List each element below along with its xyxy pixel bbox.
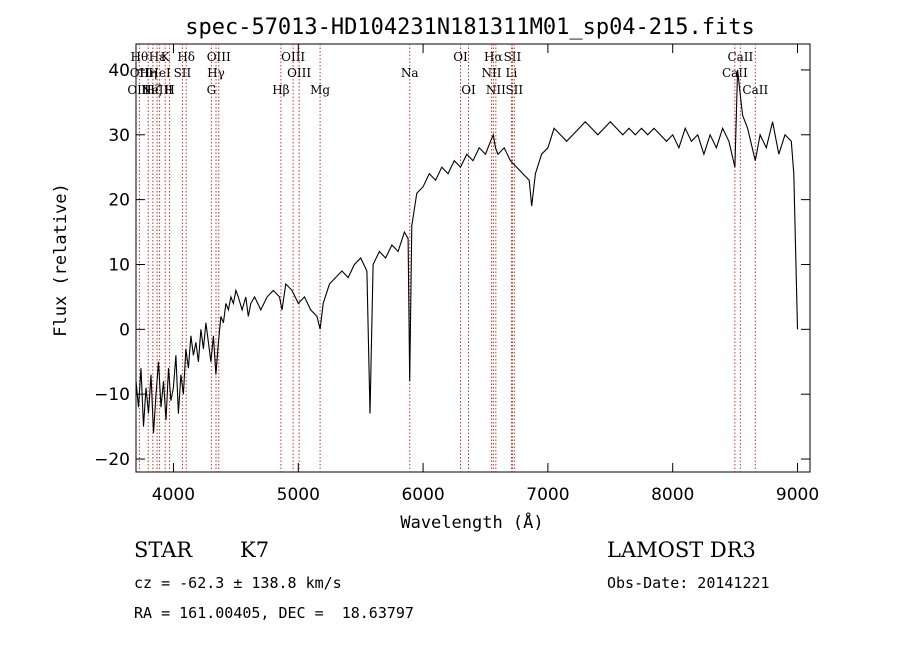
line-label-22-mid: Li: [506, 66, 518, 80]
line-label-15-bot: Mg: [310, 83, 330, 97]
line-label-25-mid: CaII: [722, 66, 748, 80]
x-axis-ticks: 4000 5000 6000 7000 8000 9000: [152, 44, 819, 505]
redshift-velocity: cz = -62.3 ± 138.8 km/s: [134, 574, 342, 592]
x-axis-label: Wavelength (Å): [400, 511, 543, 533]
y-axis-ticks: −20 −10 0 10 20 30 40: [94, 61, 810, 470]
line-label-24-bot: SII: [505, 83, 523, 97]
x-tick-label-1: 5000: [277, 485, 320, 505]
coordinates: RA = 161.00405, DEC = 18.63797: [134, 604, 414, 622]
line-label-10-mid: Hγ: [207, 66, 225, 80]
x-tick-label-5: 9000: [776, 485, 819, 505]
line-label-0-top: Hθ: [131, 50, 149, 64]
y-tick-label-4: 20: [108, 191, 130, 211]
x-tick-label-2: 6000: [401, 485, 444, 505]
x-tick-label-3: 7000: [526, 485, 569, 505]
y-tick-label-5: 30: [108, 126, 130, 146]
line-label-9-bot: G: [207, 83, 217, 97]
observation-date: Obs-Date: 20141221: [607, 574, 770, 592]
line-label-18-bot: OI: [461, 83, 476, 97]
line-label-26-top: CaII: [727, 50, 753, 64]
y-tick-label-2: 0: [119, 320, 130, 340]
line-label-0-bot: OIII: [127, 83, 151, 97]
line-label-3-top: Hε: [149, 50, 166, 64]
line-label-8-top: Hδ: [177, 50, 195, 64]
chart-title: spec-57013-HD104231N181311M01_sp04-215.f…: [185, 15, 755, 40]
star-label: STAR: [134, 538, 193, 562]
spectrum-series: [135, 69, 799, 434]
line-label-4-mid: HeI: [148, 66, 171, 80]
line-label-16-mid: Na: [401, 66, 419, 80]
line-label-14-mid: OIII: [287, 66, 311, 80]
x-tick-label-0: 4000: [152, 485, 195, 505]
line-label-17-top: OI: [453, 50, 468, 64]
line-label-5-top: K: [161, 50, 171, 64]
line-label-19-mid: NII: [481, 66, 501, 80]
survey-name: LAMOST DR3: [607, 538, 756, 562]
line-label-27-bot: CaII: [742, 83, 768, 97]
y-tick-label-0: −20: [94, 450, 130, 470]
line-label-11-top: OIII: [207, 50, 231, 64]
line-label-12-bot: Hβ: [272, 83, 289, 97]
line-label-20-top: Hα: [484, 50, 503, 64]
y-tick-label-6: 40: [108, 61, 130, 81]
plot-frame: [135, 43, 811, 473]
spectral-type: K7: [240, 538, 270, 562]
line-label-21-bot: NII: [486, 83, 506, 97]
spectrum-line: [135, 69, 799, 434]
x-tick-label-4: 8000: [651, 485, 694, 505]
line-label-7-mid: SII: [174, 66, 192, 80]
y-axis-label: Flux (relative): [51, 183, 71, 337]
line-label-6-bot: H: [164, 83, 174, 97]
y-tick-label-1: −10: [94, 385, 130, 405]
y-tick-label-3: 10: [108, 255, 130, 275]
emission-line-markers: HθOIIOIIIHηHζHεNeIIIHeIKHSIIHδGHγOIIIHβO…: [127, 44, 768, 472]
line-label-23-top: SII: [504, 50, 522, 64]
line-label-13-top: OIII: [281, 50, 305, 64]
